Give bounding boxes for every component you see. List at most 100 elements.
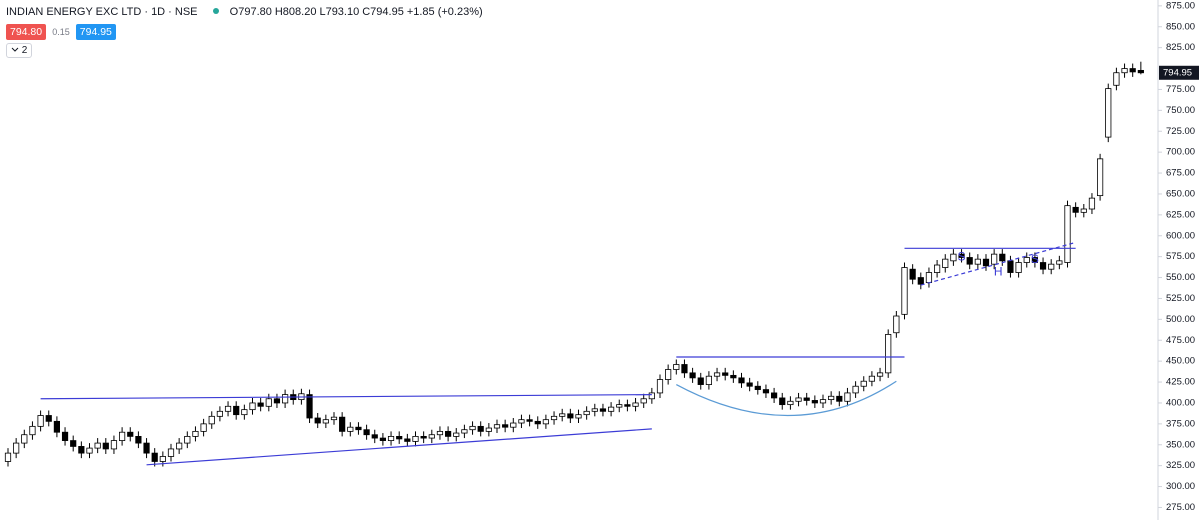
candle-body bbox=[1088, 197, 1096, 210]
candle-body bbox=[811, 400, 818, 404]
ohlc-value: +1.85 (+0.23%) bbox=[406, 6, 483, 18]
candle-body bbox=[722, 372, 729, 376]
candle-body bbox=[29, 425, 36, 436]
candle-body bbox=[1048, 263, 1055, 270]
candle-body bbox=[608, 406, 615, 412]
candle-body bbox=[444, 430, 452, 437]
candle-body bbox=[176, 442, 183, 450]
candle-body bbox=[61, 431, 69, 441]
trend-line bbox=[40, 393, 652, 400]
candle-body bbox=[379, 437, 387, 441]
candle-body bbox=[632, 402, 639, 407]
candle-body bbox=[958, 253, 965, 258]
candle-body bbox=[1031, 257, 1038, 263]
sell-price[interactable]: 794.80 bbox=[6, 24, 47, 40]
y-tick-label: 850.00 bbox=[1166, 21, 1195, 32]
candle-body bbox=[428, 434, 435, 439]
candle-body bbox=[330, 416, 338, 421]
candle-body bbox=[934, 264, 941, 273]
y-tick-label: 375.00 bbox=[1166, 418, 1195, 429]
y-tick-label: 425.00 bbox=[1166, 377, 1195, 388]
candle-body bbox=[412, 435, 419, 442]
ohlc-value: H808.20 bbox=[274, 6, 317, 18]
candle-body bbox=[420, 435, 427, 439]
candle-body bbox=[917, 277, 924, 285]
candle-body bbox=[599, 408, 607, 412]
candle-body bbox=[518, 419, 525, 424]
candle-body bbox=[624, 404, 631, 407]
candle-body bbox=[909, 268, 916, 280]
chevron bbox=[11, 48, 19, 53]
candle-body bbox=[159, 456, 166, 462]
y-tick-label: 700.00 bbox=[1166, 147, 1195, 158]
candle-body bbox=[803, 397, 810, 401]
candle-body bbox=[485, 427, 492, 432]
candle-body bbox=[1039, 262, 1047, 270]
candle-body bbox=[1105, 88, 1112, 138]
y-tick-label: 725.00 bbox=[1166, 126, 1195, 137]
indicators-toggle[interactable]: 2 bbox=[6, 43, 33, 58]
candle-body bbox=[355, 426, 362, 431]
candle-body bbox=[477, 425, 484, 432]
candle-body bbox=[241, 409, 248, 416]
y-tick-label: 475.00 bbox=[1166, 335, 1195, 346]
candle-body bbox=[876, 372, 884, 377]
candle-body bbox=[901, 267, 908, 315]
candle-body bbox=[347, 426, 354, 432]
candle-body bbox=[697, 377, 704, 385]
candle-body bbox=[371, 434, 378, 439]
candle-body bbox=[135, 435, 142, 444]
candle-body bbox=[208, 415, 215, 425]
candle-body bbox=[1007, 260, 1014, 273]
candles bbox=[4, 61, 1144, 467]
candle-body bbox=[730, 374, 737, 379]
candle-body bbox=[1015, 262, 1022, 273]
candle-body bbox=[991, 253, 998, 265]
trend-line bbox=[146, 428, 652, 466]
candle-body bbox=[705, 375, 713, 385]
candle-body bbox=[21, 434, 28, 444]
candle-body bbox=[396, 435, 403, 440]
candle-body bbox=[200, 423, 207, 432]
last-price-label: 794.95 bbox=[1163, 67, 1192, 78]
candle-body bbox=[1072, 206, 1079, 213]
ohlc-value: L793.10 bbox=[319, 6, 360, 18]
ohlc-value: O797.80 bbox=[229, 6, 272, 18]
ohlc: O797.80 H808.20 L793.10 C794.95 +1.85 (+0.23… bbox=[230, 6, 486, 18]
status-dot bbox=[212, 8, 219, 14]
candle-body bbox=[94, 442, 101, 449]
y-tick-label: 350.00 bbox=[1166, 439, 1195, 450]
buy-price[interactable]: 794.95 bbox=[75, 24, 116, 40]
y-tick-label: 275.00 bbox=[1166, 502, 1195, 513]
candle-body bbox=[192, 430, 199, 437]
candle-body bbox=[510, 422, 517, 428]
y-tick-label: 675.00 bbox=[1166, 168, 1195, 179]
candle-body bbox=[852, 385, 859, 394]
ohlc-value: C794.95 bbox=[362, 6, 404, 18]
y-tick-label: 400.00 bbox=[1166, 397, 1195, 408]
symbol[interactable]: INDIAN ENERGY EXC LTD · 1D · NSE bbox=[6, 6, 198, 18]
candle-body bbox=[950, 253, 957, 262]
y-tick-label: 625.00 bbox=[1166, 209, 1195, 220]
indicator-count: 2 bbox=[21, 45, 28, 56]
candle-body bbox=[681, 364, 688, 374]
candle-body bbox=[265, 398, 272, 407]
candle-body bbox=[70, 440, 77, 447]
pattern-label: H bbox=[994, 265, 1003, 279]
y-tick-label: 875.00 bbox=[1166, 0, 1195, 11]
candle-body bbox=[591, 408, 598, 412]
candle-body bbox=[942, 258, 949, 268]
candle-body bbox=[339, 416, 346, 432]
candle-body bbox=[404, 438, 411, 442]
candle-body bbox=[575, 414, 582, 419]
candle-body bbox=[53, 420, 61, 433]
candle-body bbox=[828, 395, 835, 401]
y-tick-label: 550.00 bbox=[1166, 272, 1195, 283]
spread: 0.15 bbox=[52, 27, 70, 37]
candle-body bbox=[306, 394, 313, 419]
candle-body bbox=[1113, 72, 1120, 86]
y-tick-label: 775.00 bbox=[1166, 84, 1195, 95]
candle-body bbox=[974, 258, 981, 265]
candle-body bbox=[436, 430, 444, 436]
